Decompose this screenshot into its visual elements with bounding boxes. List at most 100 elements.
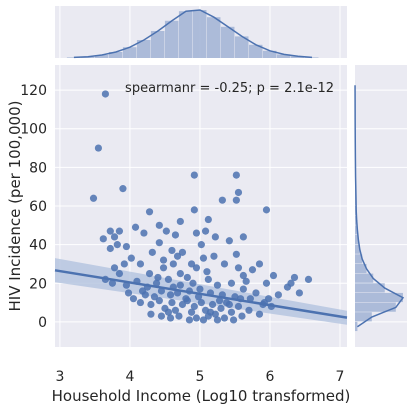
data-point	[150, 293, 159, 301]
x-tick-labels: 3 4 5 6 7	[55, 369, 344, 385]
data-point	[252, 289, 260, 297]
data-point	[220, 260, 229, 268]
data-point	[197, 241, 205, 249]
data-point	[248, 266, 257, 274]
data-point	[225, 237, 233, 245]
marginal-x-bar	[108, 52, 123, 58]
data-point	[113, 241, 121, 249]
data-point	[234, 188, 243, 197]
marginal-y-kde-line	[354, 85, 405, 328]
data-point	[145, 208, 154, 216]
y-tick-label: 40	[29, 238, 47, 254]
data-point	[162, 227, 170, 235]
data-point	[192, 264, 201, 272]
marginal-x-bar	[206, 17, 221, 58]
y-axis-label: HIV Incidence (per 100,000)	[6, 101, 24, 312]
data-point	[171, 231, 180, 239]
marginal-x-bar	[248, 44, 263, 58]
data-point	[232, 171, 240, 179]
data-point	[120, 260, 128, 268]
data-point	[199, 316, 208, 324]
x-tick-label: 7	[336, 369, 345, 385]
data-point	[159, 256, 168, 264]
x-tick-label: 5	[195, 369, 204, 385]
y-tick-label: 0	[38, 315, 47, 331]
data-point	[178, 248, 187, 256]
stats-annotation: spearmanr = -0.25; p = 2.1e-12	[125, 81, 334, 96]
data-point	[171, 306, 180, 314]
data-point	[106, 244, 114, 253]
data-point	[187, 308, 196, 316]
data-point	[187, 260, 196, 268]
data-point	[196, 285, 204, 293]
data-point	[234, 264, 243, 272]
y-tick-label: 20	[29, 276, 47, 292]
data-point	[152, 279, 161, 287]
marginal-y-bar	[355, 254, 363, 264]
data-point	[157, 312, 166, 320]
data-point	[157, 287, 166, 295]
y-tick-label: 80	[29, 160, 47, 176]
data-point	[213, 281, 222, 289]
data-point	[154, 273, 162, 282]
data-point	[145, 270, 154, 278]
data-point	[201, 227, 210, 235]
data-point	[148, 248, 156, 256]
data-point	[203, 268, 211, 276]
marginal-x-kde-line	[73, 9, 313, 59]
marginal-y-bar	[355, 321, 358, 332]
data-point	[204, 215, 212, 224]
data-point	[229, 316, 238, 324]
data-point	[239, 271, 247, 280]
marginal-y-bar	[355, 302, 396, 312]
x-tick-label: 4	[125, 369, 134, 385]
data-point	[238, 312, 246, 320]
data-point	[242, 277, 250, 285]
data-point	[119, 185, 127, 193]
data-point	[155, 239, 163, 247]
data-point	[176, 281, 184, 289]
data-point	[99, 235, 107, 243]
marginal-y-bar	[355, 283, 385, 293]
data-point	[262, 206, 271, 214]
data-point	[166, 314, 175, 322]
y-tick-labels: 0 20 40 60 80 100 120	[20, 83, 47, 331]
data-point	[176, 217, 184, 226]
data-point	[227, 279, 236, 287]
data-point	[192, 229, 201, 237]
marginal-y-bar	[355, 263, 367, 274]
data-point	[115, 270, 124, 278]
data-point	[290, 273, 299, 282]
data-point	[199, 254, 208, 262]
data-point	[217, 304, 225, 312]
data-point	[213, 316, 222, 324]
marginal-y-bar	[355, 234, 359, 245]
data-point	[239, 285, 247, 293]
regression-line	[54, 269, 348, 319]
data-point	[138, 287, 147, 295]
data-point	[127, 254, 135, 262]
data-point	[155, 221, 163, 229]
marginal-x-bar	[192, 10, 207, 58]
marginal-x-bar	[234, 36, 249, 58]
y-tick-label: 100	[20, 122, 47, 138]
marginal-x-bar	[66, 57, 81, 58]
data-point	[220, 314, 229, 322]
data-point	[269, 271, 278, 280]
marginal-x-bar	[276, 54, 291, 58]
data-point	[190, 302, 198, 311]
data-point	[183, 297, 191, 305]
data-point	[206, 308, 215, 316]
data-point	[122, 242, 131, 251]
data-point	[166, 291, 175, 299]
data-point	[106, 227, 114, 235]
data-point	[136, 298, 145, 307]
data-point	[176, 270, 184, 278]
marginal-y-bar	[355, 292, 403, 303]
marginal-y-bar	[355, 273, 374, 283]
data-point	[227, 308, 236, 316]
data-point	[255, 310, 264, 318]
marginal-x-bar	[262, 50, 277, 58]
data-point	[190, 206, 198, 214]
